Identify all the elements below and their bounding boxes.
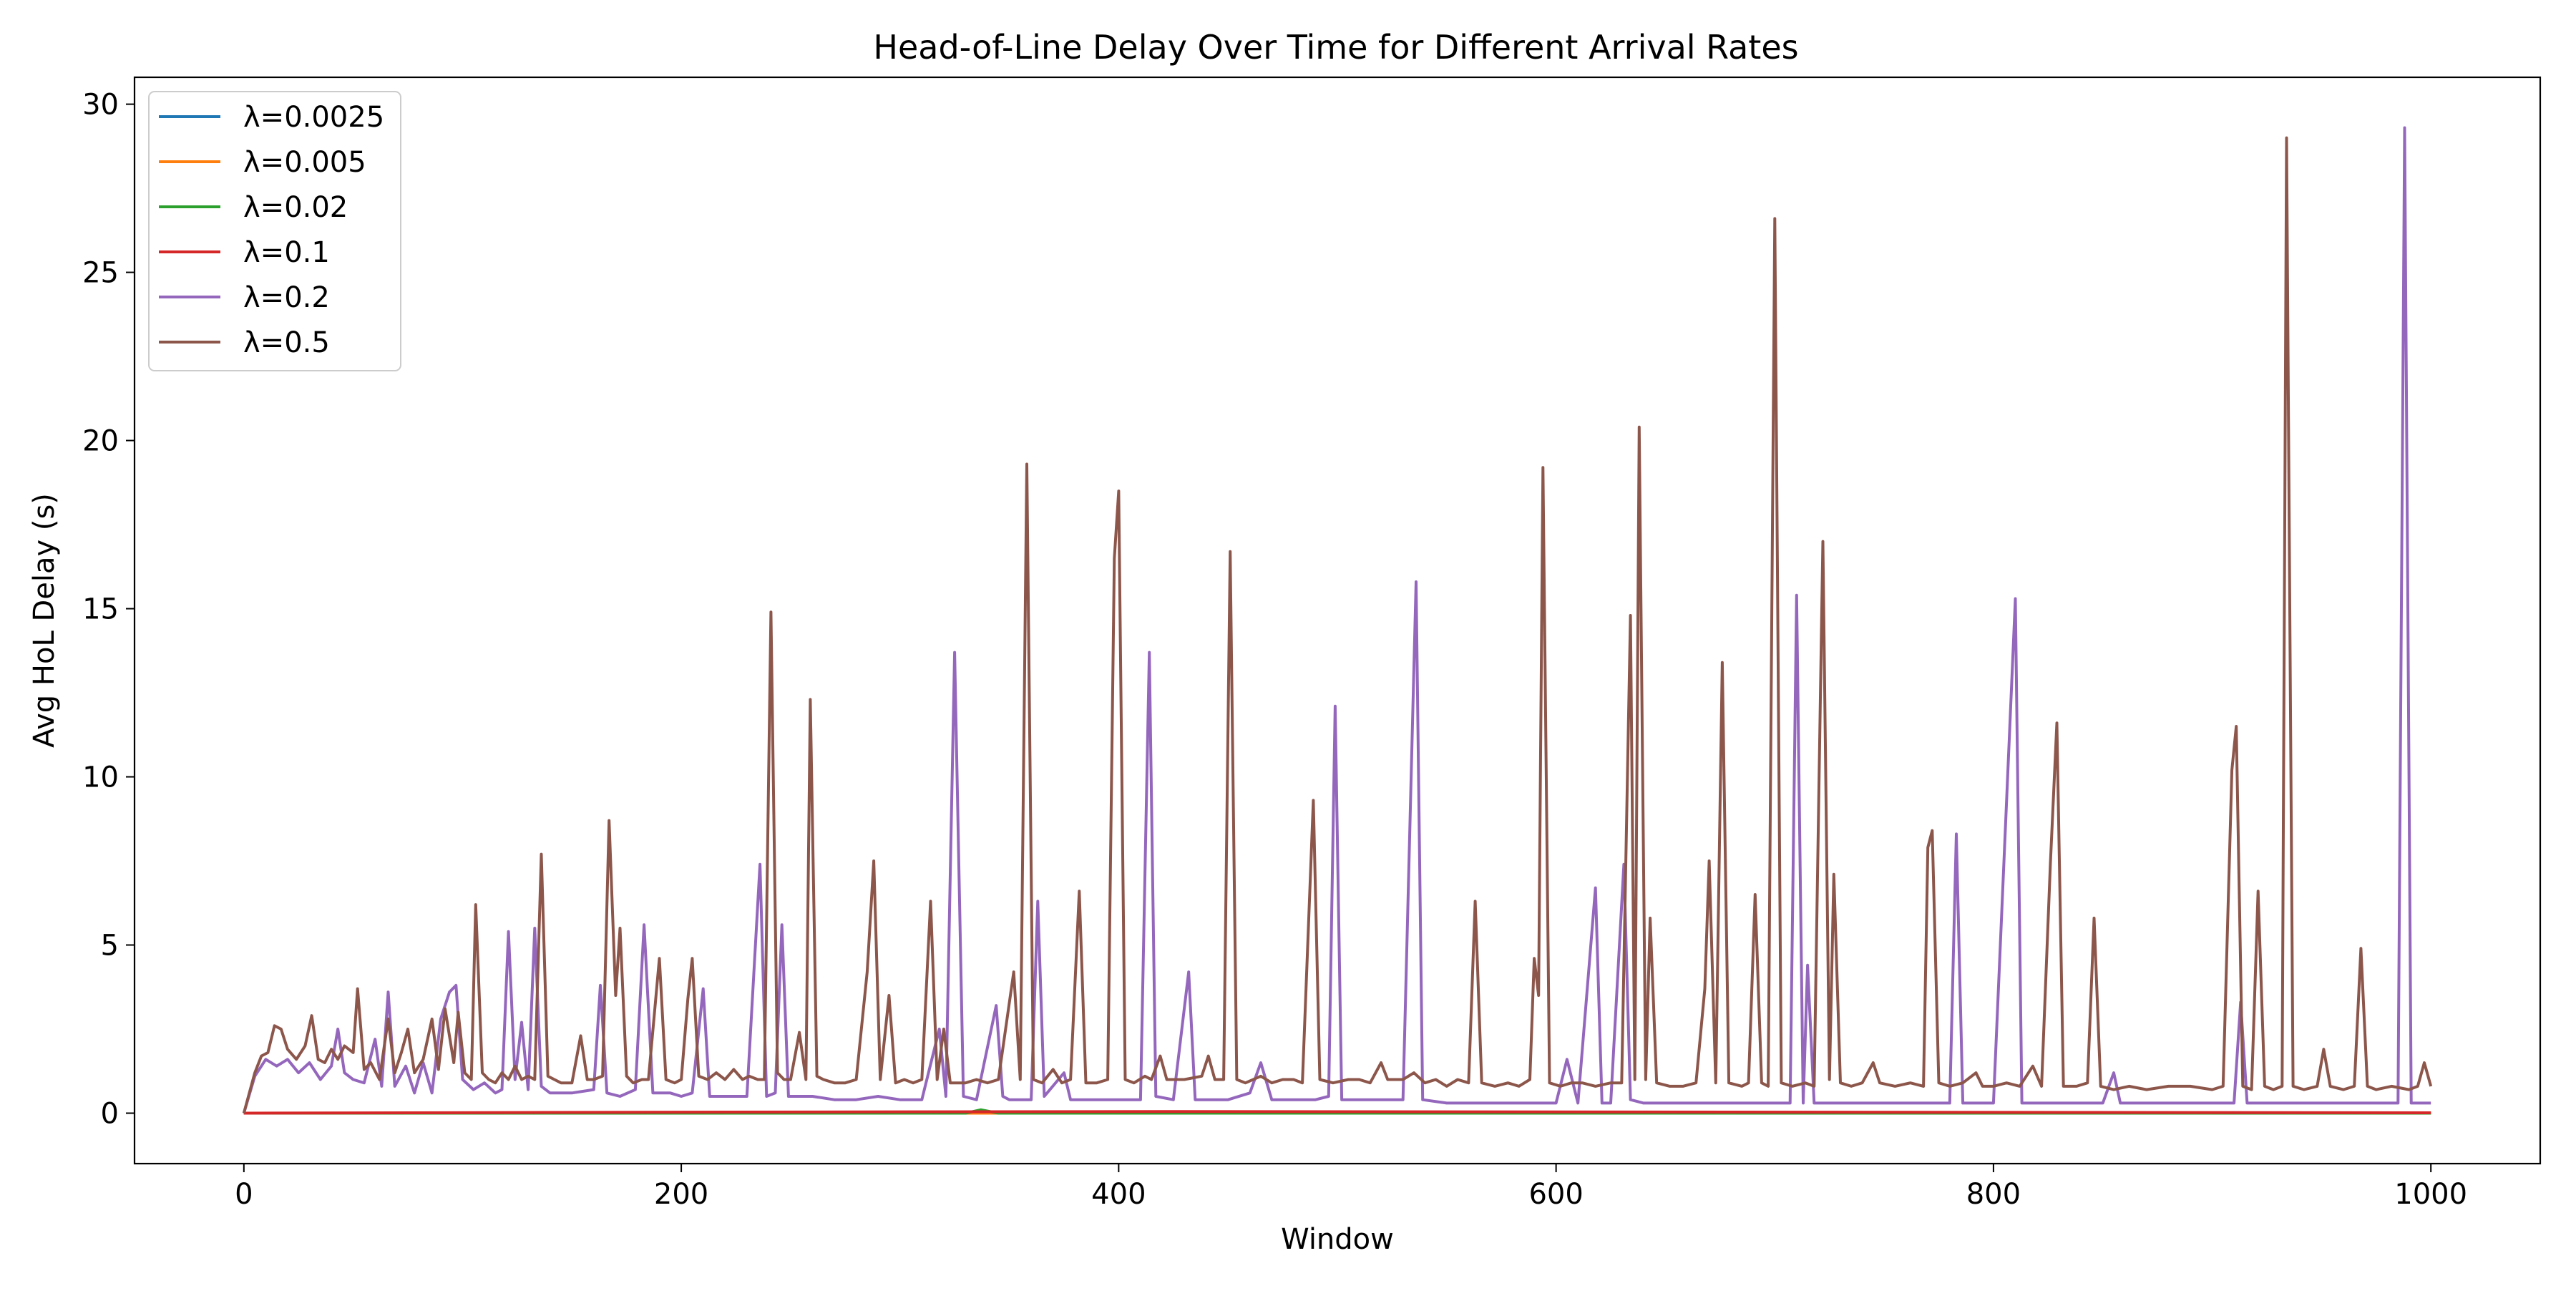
y-tick-label: 10 [82, 761, 119, 794]
legend-label: λ=0.2 [243, 281, 330, 314]
x-tick-label: 0 [235, 1178, 253, 1211]
legend-items: λ=0.0025 λ=0.005 λ=0.02 λ=0.1 λ=0.2 λ=0.5 [159, 101, 384, 359]
legend-label: λ=0.005 [243, 146, 366, 179]
legend: λ=0.0025 λ=0.005 λ=0.02 λ=0.1 λ=0.2 λ=0.5 [148, 91, 401, 371]
x-axis-label: Window [1281, 1223, 1394, 1256]
series-line [243, 1110, 2431, 1115]
plot-area: 0 200 400 600 800 1000 0 5 10 15 20 25 30 [82, 76, 2542, 1211]
y-axis-ticks: 0 5 10 15 20 25 30 [82, 89, 135, 1131]
y-tick-label: 5 [101, 930, 119, 963]
legend-label: λ=0.1 [243, 236, 330, 269]
legend-label: λ=0.02 [243, 191, 348, 224]
x-tick-label: 600 [1528, 1178, 1583, 1211]
y-tick-label: 30 [82, 89, 119, 122]
plot-frame [133, 76, 2542, 1165]
series-line [242, 136, 2433, 1114]
x-axis-ticks: 0 200 400 600 800 1000 [235, 1164, 2467, 1211]
legend-label: λ=0.5 [243, 326, 330, 359]
x-tick-label: 200 [654, 1178, 708, 1211]
series-lines [242, 126, 2433, 1115]
y-tick-label: 25 [82, 257, 119, 290]
chart-title: Head-of-Line Delay Over Time for Differe… [873, 28, 1798, 67]
x-tick-label: 400 [1091, 1178, 1146, 1211]
x-tick-label: 1000 [2394, 1178, 2467, 1211]
y-tick-label: 15 [82, 593, 119, 626]
y-tick-label: 20 [82, 425, 119, 458]
series-line [242, 126, 2431, 1114]
y-tick-label: 0 [101, 1098, 119, 1131]
legend-label: λ=0.0025 [243, 101, 384, 134]
y-axis-label: Avg HoL Delay (s) [28, 493, 61, 748]
x-tick-label: 800 [1966, 1178, 2021, 1211]
